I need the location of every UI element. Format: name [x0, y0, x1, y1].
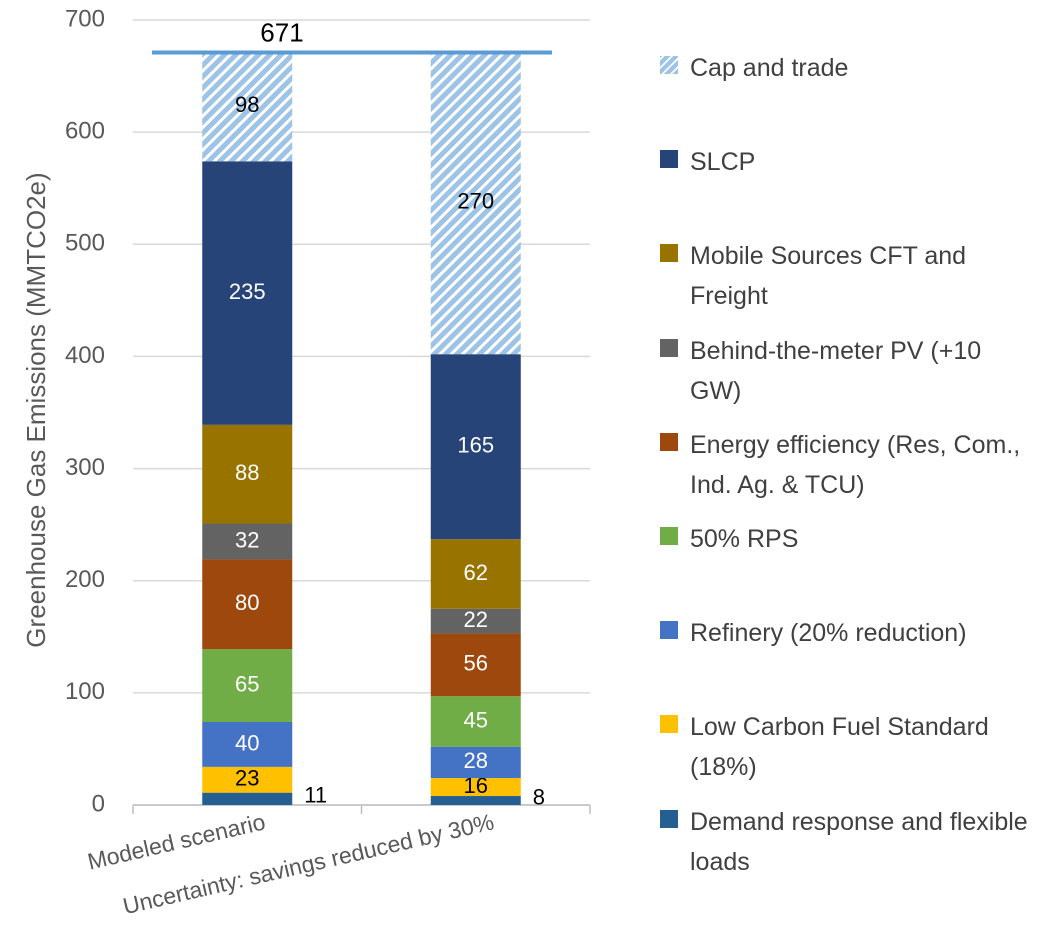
data-label: 56 [464, 651, 488, 676]
data-label: 80 [235, 590, 259, 615]
bar-segment [202, 649, 293, 723]
legend-item: 50% RPS [660, 519, 1040, 559]
bar-segment [202, 722, 293, 767]
legend-label: Low Carbon Fuel Standard (18%) [690, 713, 989, 782]
data-label: 28 [464, 748, 488, 773]
data-label: 11 [304, 783, 327, 808]
y-tick-label: 300 [65, 454, 105, 481]
y-tick-label: 500 [65, 230, 105, 257]
bar-segment [202, 766, 293, 793]
data-label: 23 [235, 766, 259, 791]
bar-segment [430, 696, 521, 747]
legend-swatch [660, 56, 678, 74]
bar-segment [202, 424, 293, 524]
legend-swatch [660, 809, 678, 828]
legend-label: Behind-the-meter PV (+10 GW) [690, 336, 982, 405]
bar-segment [202, 161, 293, 425]
bar-segment [430, 539, 521, 609]
legend-item: SLCP [660, 142, 1040, 182]
x-tick-label: Modeled scenario [85, 808, 268, 874]
legend-item: Demand response and flexible loads [660, 802, 1040, 882]
legend-item: Behind-the-meter PV (+10 GW) [660, 331, 1040, 411]
legend-swatch [660, 432, 678, 451]
data-label: 32 [235, 527, 259, 552]
bar-segment [202, 51, 293, 162]
data-label: 62 [464, 560, 488, 585]
legend-label: Mobile Sources CFT and Freight [690, 242, 967, 311]
cap-label: 671 [260, 17, 303, 47]
legend-item: Energy efficiency (Res, Com., Ind. Ag. &… [660, 425, 1040, 505]
bar-segment [430, 778, 521, 797]
data-label: 45 [464, 707, 488, 732]
data-label: 270 [457, 189, 494, 214]
y-axis-title: Greenhouse Gas Emissions (MMTCO2e) [21, 172, 51, 647]
bar-segment [202, 559, 293, 650]
y-tick-label: 200 [65, 566, 105, 593]
legend-item: Mobile Sources CFT and Freight [660, 236, 1040, 316]
bar-segment [430, 796, 521, 805]
data-label: 235 [229, 279, 266, 304]
legend-label: 50% RPS [690, 525, 799, 553]
bar-segment [430, 746, 521, 779]
legend-swatch [660, 338, 678, 357]
bar-segment [430, 354, 521, 540]
y-tick-label: 0 [92, 790, 105, 817]
legend-label: Energy efficiency (Res, Com., Ind. Ag. &… [690, 430, 1021, 499]
bar-segment [430, 633, 521, 697]
data-label: 22 [464, 607, 488, 632]
legend-swatch [660, 715, 678, 734]
data-label: 88 [235, 460, 259, 485]
legend-label: Cap and trade [690, 54, 849, 82]
y-tick-label: 100 [65, 678, 105, 705]
y-tick-label: 700 [65, 5, 105, 32]
legend-swatch [660, 527, 678, 545]
legend-label: Refinery (20% reduction) [690, 619, 967, 648]
legend-label: Demand response and flexible loads [690, 807, 1028, 876]
y-tick-label: 600 [65, 117, 105, 144]
bar-segment [202, 792, 293, 805]
bar-segment [202, 523, 293, 560]
bar-segment [430, 608, 521, 634]
legend-swatch [660, 150, 678, 169]
legend-label: SLCP [690, 148, 756, 177]
legend-swatch [660, 621, 678, 640]
legend-item: Refinery (20% reduction) [660, 613, 1040, 653]
bar-segment [430, 51, 521, 355]
data-label: 65 [235, 671, 259, 696]
legend-swatch [660, 244, 678, 263]
data-label: 8 [533, 784, 545, 809]
y-tick-label: 400 [65, 342, 105, 369]
legend-item: Cap and trade [660, 48, 1040, 88]
data-label: 98 [235, 92, 259, 117]
legend-item: Low Carbon Fuel Standard (18%) [660, 707, 1040, 787]
x-tick-label: Uncertainty: savings reduced by 30% [120, 808, 496, 919]
data-label: 40 [235, 730, 259, 755]
data-label: 165 [457, 433, 494, 458]
